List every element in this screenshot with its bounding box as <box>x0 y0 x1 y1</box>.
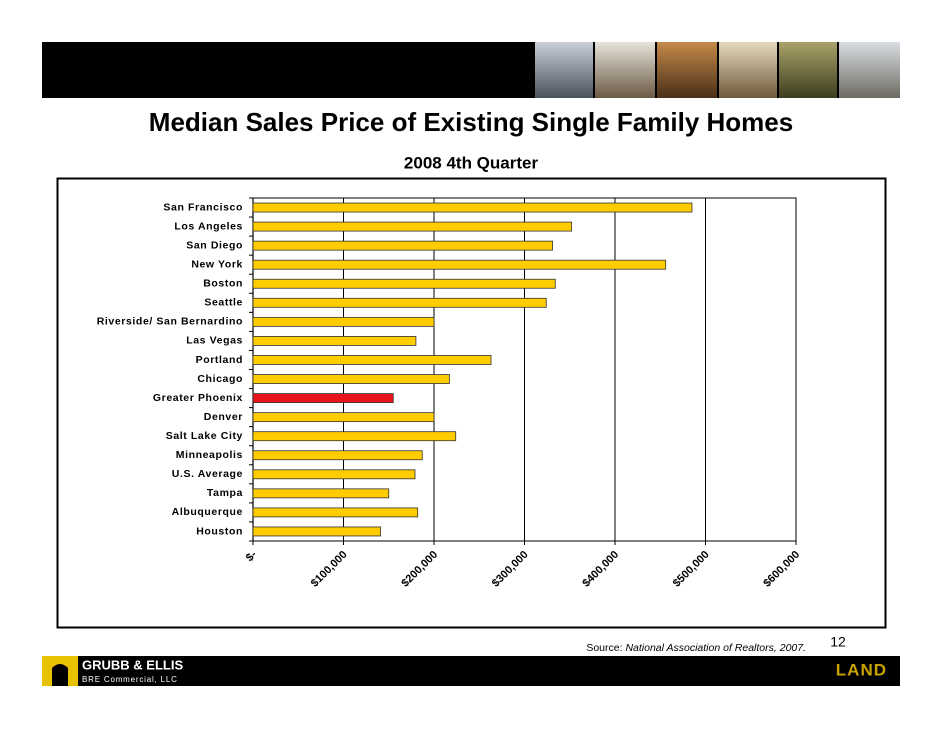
bar <box>252 221 572 232</box>
y-tick-label: Boston <box>203 278 243 290</box>
source-label: Source: <box>586 642 622 654</box>
bar <box>252 259 667 270</box>
y-tick-label: Seattle <box>204 297 243 309</box>
source-note: Source: National Association of Realtors… <box>586 642 806 654</box>
bar <box>252 469 416 480</box>
y-tick-label: New York <box>191 258 243 270</box>
bar <box>252 431 457 442</box>
chart-title: Median Sales Price of Existing Single Fa… <box>149 107 793 137</box>
y-tick-label: Albuquerque <box>172 506 243 518</box>
y-tick-label: Portland <box>196 354 243 366</box>
bar <box>252 393 394 403</box>
y-tick-label: U.S. Average <box>172 468 243 480</box>
y-tick-label: San Francisco <box>163 201 243 213</box>
bar <box>252 278 556 289</box>
y-tick-label: San Diego <box>186 239 243 251</box>
bar <box>252 526 382 537</box>
y-tick-label: Riverside/ San Bernardino <box>97 316 243 328</box>
y-tick-label: Houston <box>196 525 243 537</box>
footer-division: LAND <box>836 660 887 679</box>
bar <box>252 297 547 308</box>
footer-logo: GRUBB & ELLIS <box>82 657 183 672</box>
bar <box>252 374 450 384</box>
y-tick-label: Tampa <box>207 487 243 499</box>
chart-frame <box>56 177 887 629</box>
y-tick-label: Los Angeles <box>174 220 243 232</box>
footer-logo-sub: BRE Commercial, LLC <box>82 675 178 684</box>
bar <box>252 240 553 251</box>
y-tick-label: Greater Phoenix <box>153 392 243 404</box>
bar <box>252 450 423 461</box>
logo-arch <box>52 664 68 686</box>
y-tick-label: Denver <box>204 411 243 423</box>
page-number: 12 <box>830 634 846 650</box>
y-tick-label: Salt Lake City <box>166 430 243 442</box>
footer-banner <box>42 656 900 686</box>
chart-subtitle: 2008 4th Quarter <box>404 153 539 172</box>
y-tick-label: Minneapolis <box>176 449 243 461</box>
bar <box>252 316 435 327</box>
bar <box>252 336 417 346</box>
bar <box>252 507 419 518</box>
source-text: National Association of Realtors, 2007. <box>625 642 806 654</box>
bar <box>252 202 693 213</box>
bar <box>252 412 435 423</box>
y-tick-label: Chicago <box>197 373 243 385</box>
photo-strip <box>535 42 900 98</box>
y-tick-label: Las Vegas <box>186 335 243 347</box>
bar <box>252 355 492 365</box>
bar <box>252 488 390 499</box>
